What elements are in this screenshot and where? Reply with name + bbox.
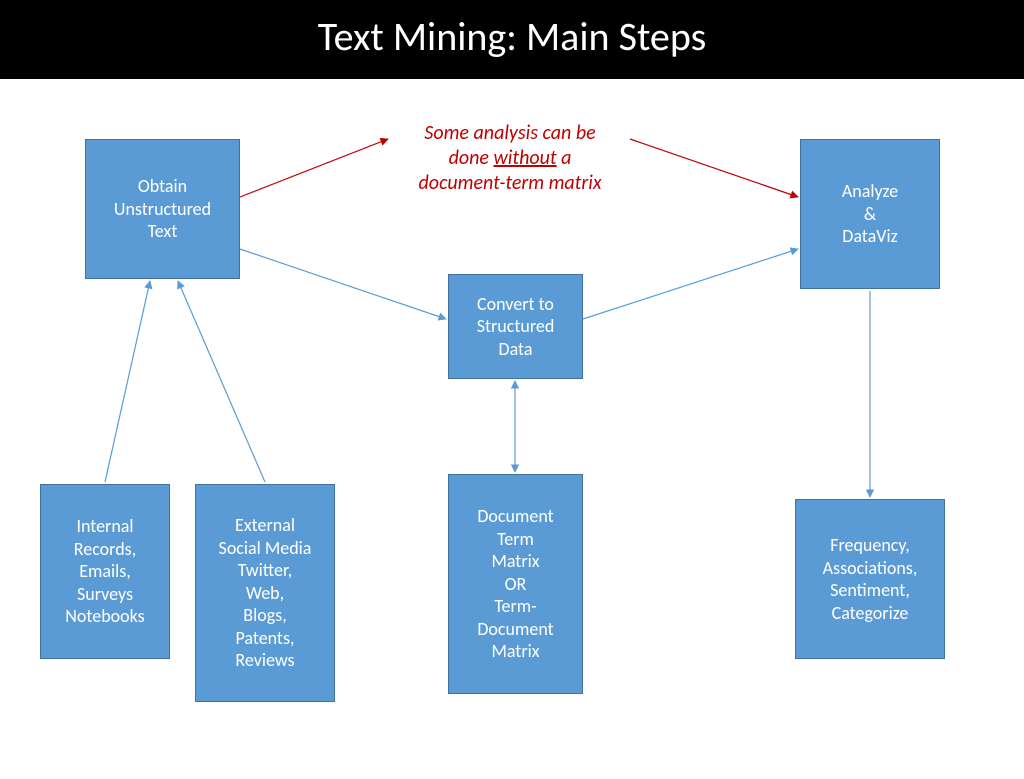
diagram-canvas: ObtainUnstructuredText Convert toStructu… [0,79,1024,779]
annotation-line2a: done [449,146,494,170]
node-convert-structured-data: Convert toStructuredData [448,274,583,379]
node-obtain-unstructured-text: ObtainUnstructuredText [85,139,240,279]
annotation-line1: Some analysis can be [424,121,595,145]
node-document-term-matrix: DocumentTermMatrixORTerm-DocumentMatrix [448,474,583,694]
annotation-line2b: a [557,146,572,170]
node-internal-records: InternalRecords,Emails,SurveysNotebooks [40,484,170,659]
slide-title: Text Mining: Main Steps [0,0,1024,79]
annotation-without-dtm: Some analysis can be done without a docu… [390,121,630,196]
node-analyze-dataviz: Analyze&DataViz [800,139,940,289]
annotation-line3: document-term matrix [419,171,602,195]
node-frequency-associations: Frequency,Associations,Sentiment,Categor… [795,499,945,659]
annotation-underlined: without [493,146,556,170]
node-external-social-media: ExternalSocial MediaTwitter,Web,Blogs,Pa… [195,484,335,702]
